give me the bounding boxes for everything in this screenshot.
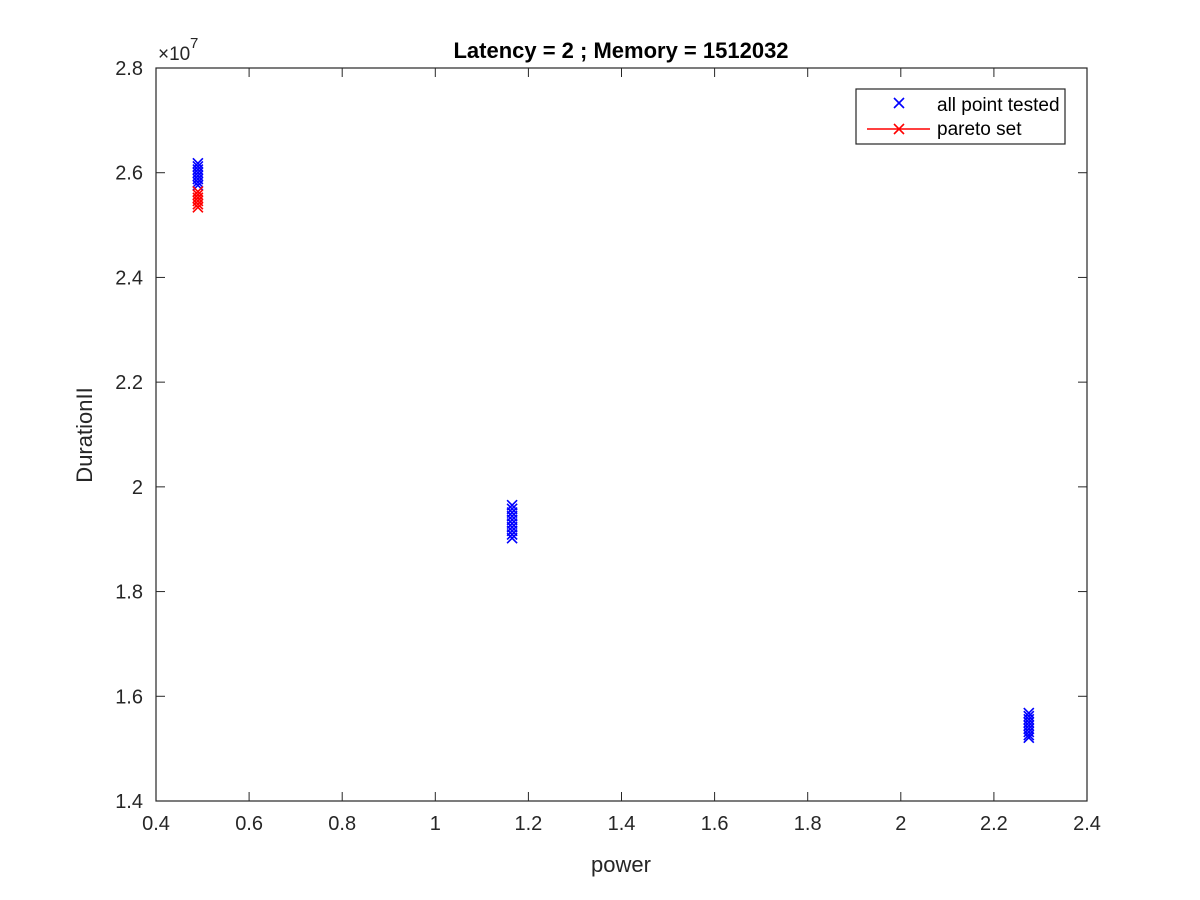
y-tick-label: 1.4 (115, 791, 143, 813)
y-exponent-power: 7 (190, 35, 198, 52)
x-tick-label: 2.4 (1073, 813, 1101, 835)
legend: all point tested pareto set (855, 88, 1066, 145)
y-tick-labels: 1.4 1.6 1.8 2 2.2 2.4 2.6 2.8 (115, 58, 143, 813)
y-tick-label: 2.6 (115, 163, 143, 185)
data-point (192, 198, 204, 210)
y-tick-label: 1.8 (115, 582, 143, 604)
x-tick-label: 1.8 (794, 813, 822, 835)
x-tick-label: 1.6 (701, 813, 729, 835)
data-point (506, 528, 518, 541)
y-tick-label: 1.6 (115, 686, 143, 708)
y-tick-label: 2.8 (115, 58, 143, 80)
legend-entry-all-point-tested: all point tested (893, 95, 1060, 116)
legend-label-pareto-set: pareto set (937, 119, 1022, 140)
legend-entry-pareto-set: pareto set (867, 119, 1022, 140)
data-point (192, 201, 204, 213)
x-axis-label: power (591, 852, 651, 877)
plot-area (155, 67, 1088, 802)
x-tick-label: 0.4 (142, 813, 170, 835)
data-point (506, 532, 518, 544)
x-tick-label: 2.2 (980, 813, 1008, 835)
x-tick-labels: 0.4 0.6 0.8 1 1.2 1.4 1.6 1.8 2 2.2 2.4 (142, 813, 1101, 835)
x-tick-label: 0.6 (235, 813, 263, 835)
data-marks (192, 157, 1035, 744)
y-exponent-label: ×10 7 (158, 35, 198, 65)
data-point (192, 176, 204, 188)
y-tick-label: 2.4 (115, 267, 143, 289)
x-tick-label: 1.2 (514, 813, 542, 835)
x-tick-label: 1.4 (608, 813, 636, 835)
y-axis-label: DurationII (72, 387, 97, 482)
data-point (1023, 729, 1035, 741)
x-tick-label: 1 (430, 813, 441, 835)
legend-label-all-point-tested: all point tested (937, 95, 1060, 116)
y-exponent-base: ×10 (158, 44, 190, 65)
y-tick-label: 2.2 (115, 372, 143, 394)
chart-title: Latency = 2 ; Memory = 1512032 (453, 38, 788, 63)
x-tick-label: 0.8 (328, 813, 356, 835)
series-pareto-set (192, 185, 204, 213)
legend-marker-all-point-tested (893, 97, 905, 109)
legend-marker-pareto-set (893, 123, 905, 135)
y-tick-label: 2 (132, 477, 143, 499)
legend-box (855, 88, 1066, 145)
axis-ticks (155, 67, 1088, 802)
data-point (1023, 732, 1035, 744)
x-tick-label: 2 (895, 813, 906, 835)
